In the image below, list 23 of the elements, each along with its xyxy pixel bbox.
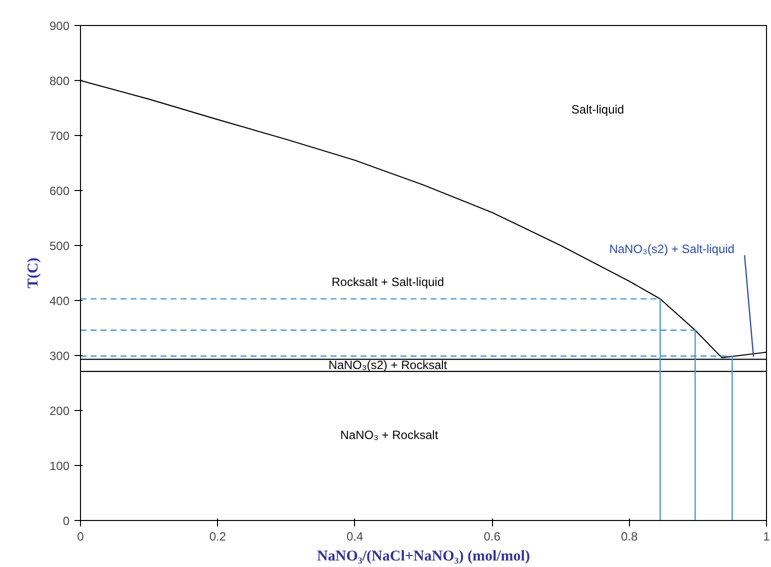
- annotation: Rocksalt + Salt-liquid: [332, 274, 444, 289]
- x-tick-label: 0.4: [346, 530, 364, 544]
- annotation: NaNO₃(s2) + Salt-liquid: [609, 242, 734, 256]
- y-tick-label: 200: [49, 404, 70, 418]
- y-tick-label: 300: [49, 349, 70, 363]
- y-tick-label: 500: [49, 239, 70, 253]
- x-tick-label: 0: [77, 530, 84, 544]
- x-tick-label: 0.8: [620, 530, 638, 544]
- y-tick-label: 400: [49, 294, 70, 308]
- x-tick-label: 0.2: [209, 530, 226, 544]
- x-axis-title: NaNO₃/(NaCl+NaNO₃) (mol/mol): [317, 548, 530, 564]
- y-tick-label: 900: [49, 19, 70, 33]
- annotation: NaNO₃(s2) + Rocksalt: [328, 358, 448, 372]
- annotation: Salt-liquid: [571, 102, 624, 117]
- y-tick-label: 0: [62, 514, 70, 528]
- y-tick-label: 100: [49, 459, 70, 473]
- annotation: NaNO₃ + Rocksalt: [340, 428, 439, 442]
- y-tick-label: 600: [49, 184, 70, 198]
- y-tick-label: 800: [49, 74, 70, 88]
- y-tick-label: 700: [49, 129, 70, 143]
- y-axis-title: T(C): [25, 258, 42, 288]
- x-tick-label: 0.6: [484, 530, 501, 544]
- x-tick-label: 1: [763, 530, 770, 544]
